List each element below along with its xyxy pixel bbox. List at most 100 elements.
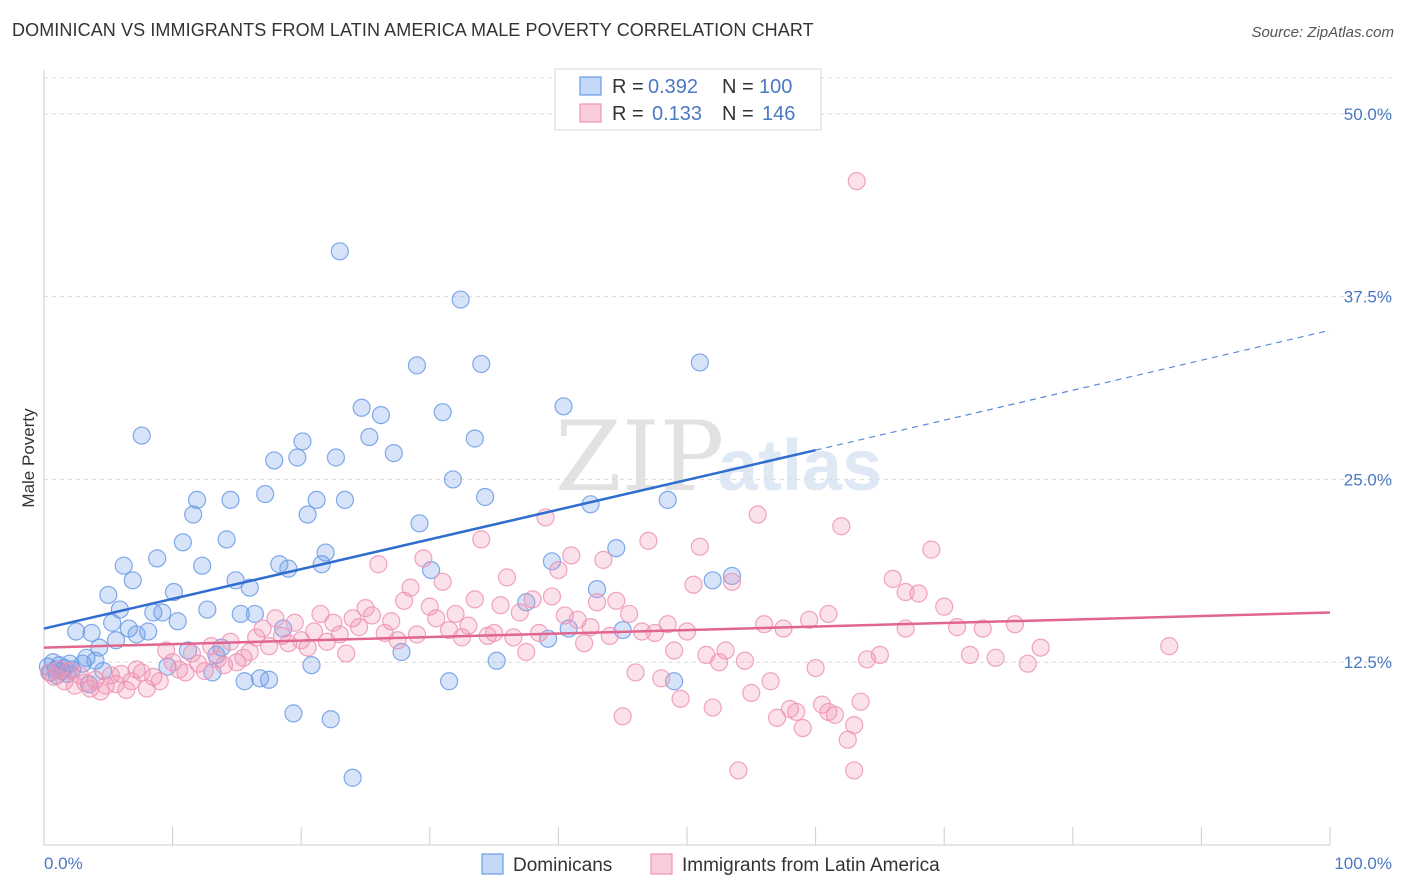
- point-s1-126: [825, 705, 844, 724]
- point-s1-97: [639, 531, 658, 550]
- legend-n-label-0: N =: [722, 76, 754, 98]
- point-s0-55: [270, 555, 289, 574]
- point-s1-144: [1031, 638, 1050, 657]
- point-s1-138: [947, 618, 967, 637]
- point-s1-64: [427, 609, 446, 628]
- bottom-legend-swatch-dominicans: [481, 853, 504, 875]
- point-s0-28: [139, 622, 158, 641]
- point-s0-51: [250, 669, 270, 688]
- point-s1-87: [575, 634, 594, 653]
- point-s1-108: [710, 653, 729, 672]
- point-s0-60: [293, 432, 312, 451]
- point-s1-17: [127, 660, 146, 679]
- point-s1-26: [182, 644, 201, 663]
- point-s1-95: [626, 663, 645, 682]
- point-s1-100: [658, 615, 677, 634]
- legend-r-label-0: R =: [612, 76, 644, 98]
- point-s1-117: [767, 708, 787, 727]
- bottom-legend: Dominicans Immigrants from Latin America: [481, 853, 940, 876]
- point-s0-59: [288, 448, 307, 467]
- point-s0-86: [487, 651, 506, 670]
- point-s1-93: [613, 707, 632, 726]
- point-s1-76: [504, 628, 523, 647]
- point-s0-19: [99, 585, 118, 605]
- point-s1-139: [960, 645, 980, 665]
- point-s1-73: [485, 623, 504, 643]
- point-s0-53: [259, 670, 279, 689]
- point-s0-40: [198, 600, 217, 619]
- point-s1-83: [549, 560, 568, 580]
- point-s1-67: [446, 604, 465, 624]
- point-s1-57: [382, 612, 401, 631]
- point-s1-132: [870, 645, 890, 665]
- point-s1-146: [819, 604, 838, 624]
- point-s0-25: [123, 571, 142, 590]
- point-s1-85: [562, 546, 581, 565]
- point-s1-90: [594, 550, 613, 569]
- trend-line-1: [43, 611, 1331, 649]
- point-s0-37: [184, 505, 203, 524]
- point-s1-89: [587, 593, 607, 612]
- point-s1-140: [973, 619, 992, 638]
- point-s0-68: [330, 242, 349, 261]
- point-s0-27: [132, 426, 151, 445]
- point-s1-122: [800, 610, 819, 629]
- point-s1-147: [845, 761, 864, 780]
- point-s0-23: [114, 556, 133, 575]
- series-1: [40, 172, 1179, 780]
- legend-r-value-0: 0.392: [648, 76, 698, 98]
- point-s1-112: [735, 651, 754, 670]
- point-s0-98: [690, 353, 709, 372]
- point-s0-50: [245, 604, 265, 624]
- point-s1-142: [1005, 615, 1025, 634]
- point-s1-134: [896, 619, 915, 638]
- point-s1-109: [716, 641, 735, 660]
- point-s1-28: [195, 661, 214, 681]
- y-tick-label-1: 25.0%: [1344, 470, 1392, 489]
- point-s0-99: [703, 571, 722, 590]
- point-s1-60: [401, 578, 420, 597]
- point-s0-52: [256, 484, 275, 504]
- point-s0-76: [407, 356, 427, 375]
- point-s0-94: [607, 539, 626, 558]
- point-s1-58: [388, 631, 407, 650]
- point-s0-72: [360, 427, 379, 447]
- point-s0-71: [352, 398, 371, 417]
- legend-swatch-dominicans: [579, 76, 602, 96]
- point-s1-114: [748, 505, 767, 524]
- point-s1-74: [491, 596, 510, 615]
- point-s1-5: [65, 676, 84, 695]
- point-s0-33: [164, 582, 183, 602]
- axes: [43, 70, 1331, 846]
- point-s0-81: [443, 470, 463, 489]
- point-s1-10: [91, 682, 110, 701]
- point-s1-133: [883, 569, 902, 588]
- point-s1-71: [472, 530, 491, 549]
- point-s1-149: [1160, 637, 1179, 656]
- point-s1-105: [690, 537, 709, 556]
- point-s1-145: [896, 582, 915, 602]
- point-s1-63: [420, 597, 439, 616]
- trend-layer: [43, 329, 1331, 649]
- point-s0-80: [439, 672, 459, 691]
- watermark: ZIP atlas: [555, 401, 882, 513]
- point-s1-37: [253, 619, 272, 638]
- point-s1-92: [607, 591, 626, 610]
- point-s1-141: [986, 648, 1005, 667]
- point-s0-31: [153, 603, 172, 622]
- point-s0-73: [371, 405, 391, 425]
- point-s0-96: [658, 490, 677, 510]
- y-tick-label-2: 37.5%: [1344, 288, 1392, 307]
- point-s1-48: [324, 613, 343, 632]
- point-s1-79: [523, 590, 542, 609]
- point-s1-55: [369, 555, 388, 574]
- point-s1-103: [677, 622, 697, 641]
- point-s1-94: [620, 604, 639, 624]
- point-s1-50: [337, 644, 356, 663]
- point-s1-8: [81, 679, 100, 698]
- point-s1-113: [742, 683, 761, 703]
- legend-n-label-1: N =: [722, 103, 754, 125]
- point-s1-148: [847, 172, 866, 191]
- point-s1-124: [812, 695, 832, 714]
- point-s0-30: [148, 549, 167, 568]
